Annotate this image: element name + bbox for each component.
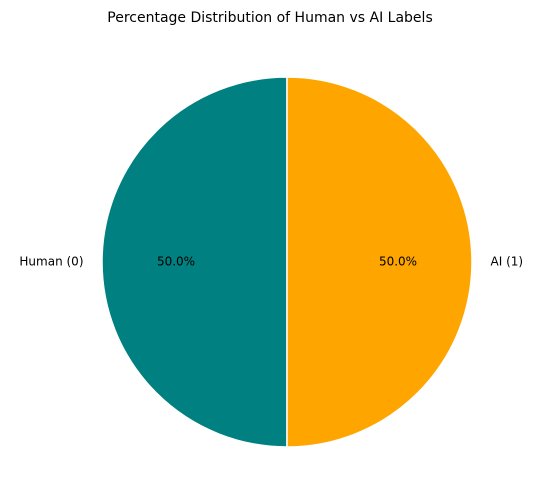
chart-title: Percentage Distribution of Human vs AI L… (107, 10, 432, 26)
pie-slice (101, 76, 288, 448)
pie-slice (286, 76, 473, 448)
slice-label: Human (0) (19, 255, 83, 269)
value-label: 50.0% (157, 255, 195, 269)
value-label: 50.0% (379, 255, 417, 269)
slice-label: AI (1) (491, 255, 524, 269)
